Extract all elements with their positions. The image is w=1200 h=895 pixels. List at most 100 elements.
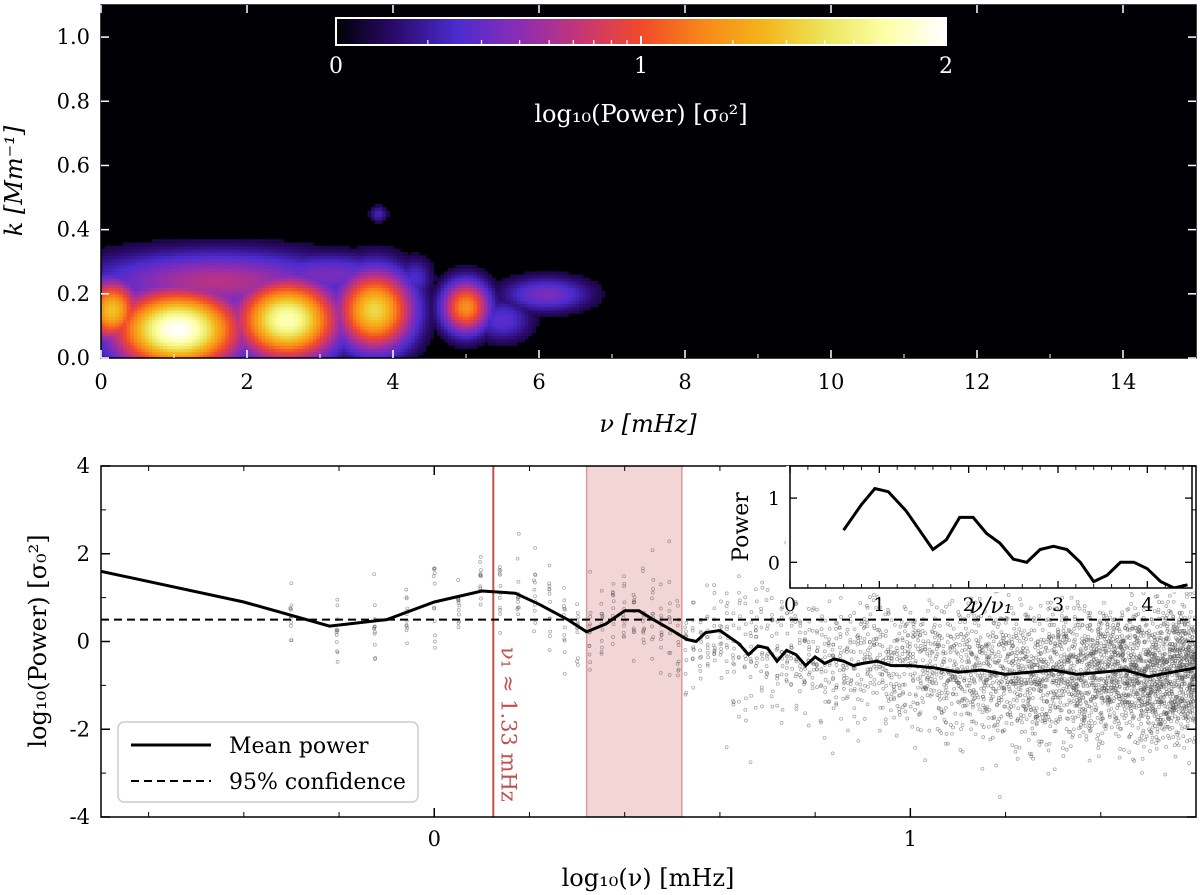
heatmap-cell [163,300,168,305]
heatmap-cell [159,329,164,333]
heatmap-cell [217,290,223,295]
heatmap-cell [455,306,460,311]
heatmap-cell [341,348,347,353]
heatmap-cell [411,271,416,276]
heatmap-cell [330,354,336,359]
scatter-point [759,625,764,630]
heatmap-cell [498,287,504,292]
scatter-point [433,639,437,644]
heatmap-cell [130,252,135,256]
heatmap-cell [174,268,179,272]
heatmap-cell [144,351,150,356]
heatmap-cell [108,341,113,346]
heatmap-cell [429,325,434,330]
heatmap-cell [444,300,449,305]
heatmap-cell [378,313,383,317]
heatmap-cell [396,338,401,343]
heatmap-cell [115,354,120,359]
heatmap-cell [524,313,529,317]
heatmap-cell [250,248,255,253]
heatmap-cell [495,309,500,314]
heatmap-cell [330,245,336,250]
heatmap-cell [225,277,230,282]
heatmap-cell [141,274,146,279]
heatmap-cell [247,319,252,324]
heatmap-cell [126,268,131,272]
heatmap-cell [451,284,456,288]
heatmap-cell [458,345,463,349]
heatmap-cell [367,300,372,305]
heatmap-cell [210,280,215,285]
heatmap-cell [133,316,139,321]
heatmap-cell [553,277,558,282]
heatmap-cell [360,319,365,324]
heatmap-cell [221,297,226,301]
heatmap-cell [268,271,274,276]
heatmap-cell [400,280,405,285]
scatter-point [811,606,816,610]
heatmap-cell [411,345,416,349]
heatmap-cell [137,338,142,343]
heatmap-cell [385,277,390,282]
heatmap-cell [126,258,131,263]
heatmap-cell [330,255,336,260]
heatmap-cell [414,274,420,279]
heatmap-cell [330,303,336,308]
heatmap-cell [451,316,456,321]
heatmap-cell [363,261,369,266]
heatmap-cell [403,354,409,359]
heatmap-cell [524,300,529,305]
heatmap-cell [327,348,332,353]
heatmap-cell [502,293,507,298]
heatmap-cell [316,332,321,337]
heatmap-cell [403,264,409,269]
heatmap-cell [462,338,467,343]
heatmap-cell [287,284,292,288]
heatmap-cell [250,316,255,321]
heatmap-cell [257,284,263,288]
heatmap-cell [330,306,336,311]
heatmap-cell [575,284,580,288]
heatmap-cell [396,329,401,333]
heatmap-cell [141,287,146,292]
heatmap-cell [305,290,310,295]
heatmap-cell [287,258,292,263]
heatmap-cell [316,261,321,266]
scatter-point [372,572,377,577]
heatmap-cell [137,274,142,279]
heatmap-cell [560,274,566,279]
heatmap-cell [159,277,164,282]
heatmap-cell [155,280,160,285]
heatmap-cell [250,277,255,282]
heatmap-cell [389,351,394,356]
heatmap-cell [141,248,146,253]
shaded-band [585,466,683,817]
heatmap-cell [316,354,321,359]
heatmap-cell [466,306,471,311]
scatter-point [611,606,616,611]
scatter-point [875,595,880,599]
heatmap-cell [111,335,117,340]
heatmap-cell [403,252,409,256]
heatmap-cell [371,316,376,321]
scatter-point [878,653,882,657]
heatmap-cell [276,335,281,340]
heatmap-cell [290,332,296,337]
heatmap-cell [199,325,204,330]
heatmap-cell [498,341,504,346]
heatmap-cell [422,284,427,288]
heatmap-cell [480,284,485,288]
heatmap-cell [250,329,255,333]
heatmap-cell [247,313,252,317]
heatmap-cell [184,264,190,269]
heatmap-cell [378,213,383,218]
heatmap-cell [181,351,186,356]
heatmap-cell [411,297,416,301]
heatmap-cell [228,280,233,285]
heatmap-cell [148,252,153,256]
scatter-point [842,673,847,678]
heatmap-cell [466,338,471,343]
heatmap-cell [276,309,281,314]
heatmap-cell [309,297,314,301]
heatmap-cell [363,319,369,324]
